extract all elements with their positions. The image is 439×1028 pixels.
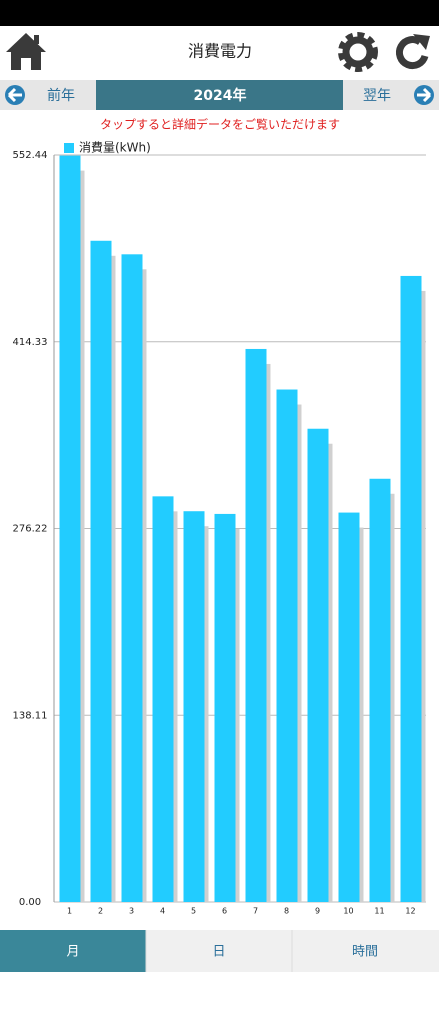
- title: 消費電力: [188, 42, 252, 61]
- bar: [59, 155, 81, 902]
- current-year-bar: [96, 80, 343, 110]
- bar: [183, 511, 205, 902]
- status-bar: [0, 0, 439, 26]
- x-tick-label: 11: [374, 907, 384, 916]
- tab-label: 日: [212, 945, 225, 960]
- x-tick-label: 12: [405, 907, 415, 916]
- x-tick-label: 7: [253, 907, 258, 916]
- refresh-button[interactable]: [396, 34, 430, 70]
- x-tick-label: 9: [315, 907, 320, 916]
- settings-button[interactable]: [338, 32, 378, 72]
- y-tick-label: 552.44: [13, 150, 48, 161]
- bar: [214, 513, 236, 902]
- tab-day[interactable]: [146, 930, 292, 972]
- legend-swatch: [64, 143, 74, 153]
- y-tick-label: 414.33: [13, 337, 48, 348]
- bar: [369, 478, 391, 902]
- x-tick-label: 5: [191, 907, 196, 916]
- x-tick-label: 6: [222, 907, 227, 916]
- tab-label: 月: [66, 945, 79, 960]
- tab-label: 時間: [352, 945, 378, 960]
- bar: [90, 240, 112, 903]
- bar: [307, 428, 329, 902]
- current-year: 2024年: [194, 87, 247, 104]
- bar: [121, 254, 143, 902]
- x-tick-label: 10: [343, 907, 353, 916]
- x-tick-label: 2: [98, 907, 103, 916]
- y-tick-label: 276.22: [13, 524, 48, 535]
- y-tick-label: 0.00: [19, 897, 41, 908]
- bar: [152, 496, 174, 902]
- bar: [245, 348, 267, 902]
- home-icon: [6, 33, 46, 70]
- x-tick-label: 1: [67, 907, 72, 916]
- x-tick-label: 4: [160, 907, 165, 916]
- tab-month[interactable]: [0, 930, 146, 972]
- bar: [400, 275, 422, 903]
- x-tick-label: 8: [284, 907, 289, 916]
- chimney: [34, 35, 39, 44]
- bar: [338, 512, 360, 902]
- note: タップすると詳細データをご覧いただけます: [100, 117, 340, 132]
- refresh-arrow: [413, 34, 430, 50]
- prev-label: 前年: [47, 87, 75, 104]
- next-label: 翌年: [363, 88, 391, 104]
- gear-ring: [342, 36, 374, 68]
- tab-hour[interactable]: [292, 930, 439, 972]
- y-tick-label: 138.11: [13, 710, 48, 721]
- next-arrow: [417, 87, 432, 103]
- bar: [276, 389, 298, 903]
- legend-label: 消費量(kWh): [79, 140, 151, 155]
- prev-arrow: [7, 87, 22, 103]
- x-tick-label: 3: [129, 907, 134, 916]
- refresh-arc: [396, 36, 429, 70]
- home-button[interactable]: [6, 33, 46, 70]
